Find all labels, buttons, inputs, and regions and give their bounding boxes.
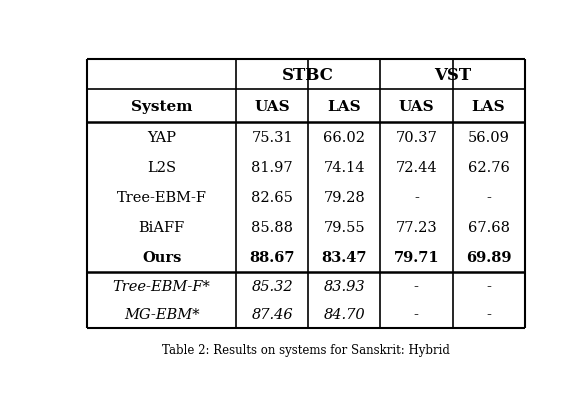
Text: -: -	[414, 279, 419, 293]
Text: 62.76: 62.76	[467, 161, 510, 175]
Text: L2S: L2S	[147, 161, 176, 175]
Text: 74.14: 74.14	[323, 161, 365, 175]
Text: 82.65: 82.65	[251, 191, 293, 205]
Text: STBC: STBC	[282, 67, 334, 83]
Text: 77.23: 77.23	[396, 221, 437, 235]
Text: 81.97: 81.97	[252, 161, 293, 175]
Text: 66.02: 66.02	[323, 131, 365, 145]
Text: Ours: Ours	[142, 251, 181, 265]
Text: UAS: UAS	[255, 99, 290, 114]
Text: Tree-EBM-F*: Tree-EBM-F*	[113, 279, 211, 293]
Text: 72.44: 72.44	[396, 161, 437, 175]
Text: 56.09: 56.09	[467, 131, 510, 145]
Text: LAS: LAS	[328, 99, 361, 114]
Text: Table 2: Results on systems for Sanskrit: Hybrid: Table 2: Results on systems for Sanskrit…	[162, 343, 450, 356]
Text: -: -	[486, 191, 491, 205]
Text: UAS: UAS	[399, 99, 435, 114]
Text: 70.37: 70.37	[396, 131, 437, 145]
Text: 87.46: 87.46	[252, 307, 293, 321]
Text: 79.28: 79.28	[323, 191, 365, 205]
Text: LAS: LAS	[472, 99, 506, 114]
Text: 69.89: 69.89	[466, 251, 512, 265]
Text: 84.70: 84.70	[323, 307, 365, 321]
Text: 85.32: 85.32	[252, 279, 293, 293]
Text: BiAFF: BiAFF	[139, 221, 185, 235]
Text: 79.71: 79.71	[393, 251, 439, 265]
Text: -: -	[486, 279, 491, 293]
Text: -: -	[414, 307, 419, 321]
Text: 83.93: 83.93	[323, 279, 365, 293]
Text: 85.88: 85.88	[251, 221, 293, 235]
Text: VST: VST	[434, 67, 471, 83]
Text: -: -	[486, 307, 491, 321]
Text: MG-EBM*: MG-EBM*	[124, 307, 199, 321]
Text: System: System	[131, 99, 192, 114]
Text: Tree-EBM-F: Tree-EBM-F	[116, 191, 206, 205]
Text: 83.47: 83.47	[322, 251, 367, 265]
Text: 67.68: 67.68	[467, 221, 510, 235]
Text: YAP: YAP	[147, 131, 176, 145]
Text: 79.55: 79.55	[323, 221, 365, 235]
Text: 88.67: 88.67	[249, 251, 295, 265]
Text: 75.31: 75.31	[252, 131, 293, 145]
Text: -: -	[414, 191, 419, 205]
